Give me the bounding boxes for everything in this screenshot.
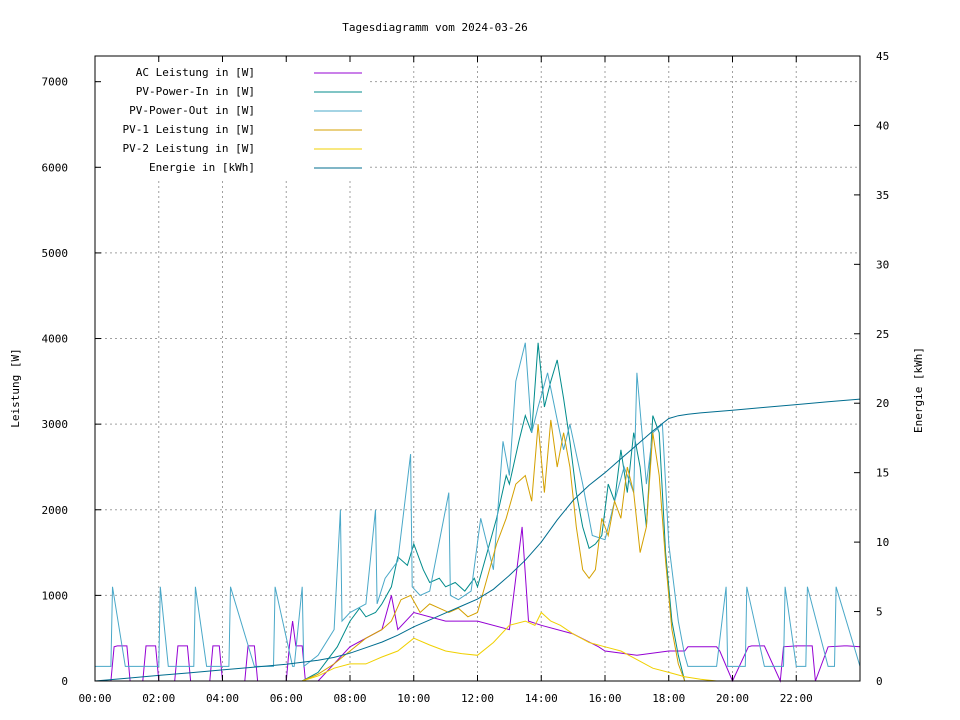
- x-tick-label: 22:00: [780, 692, 813, 705]
- y-axis-right: 0 5 10 15 20 25 30 35 40 45: [854, 50, 889, 688]
- y-tick-label: 2000: [42, 504, 69, 517]
- x-tick-label: 12:00: [461, 692, 494, 705]
- legend-label: PV-1 Leistung in [W]: [123, 123, 255, 136]
- y-tick-label: 4000: [42, 333, 69, 346]
- y-tick-label: 1000: [42, 589, 69, 602]
- series-line-1: [301, 342, 686, 682]
- y-tick-label: 7000: [42, 76, 69, 89]
- x-tick-label: 20:00: [716, 692, 749, 705]
- legend-label: Energie in [kWh]: [149, 161, 255, 174]
- legend-label: AC Leistung in [W]: [136, 66, 255, 79]
- x-tick-label: 14:00: [525, 692, 558, 705]
- series-line-2: [95, 342, 861, 668]
- x-tick-label: 18:00: [652, 692, 685, 705]
- series-layer: [94, 342, 861, 683]
- legend-background: [97, 58, 369, 180]
- legend-label: PV-2 Leistung in [W]: [123, 142, 255, 155]
- y2-tick-label: 20: [876, 397, 889, 410]
- x-tick-label: 02:00: [142, 692, 175, 705]
- y-tick-label: 6000: [42, 161, 69, 174]
- x-axis: 00:00 02:00 04:00 06:00 08:00 10:00 12:00 14:00…: [78, 56, 813, 705]
- grid-layer: [95, 56, 860, 681]
- series-line-3: [302, 419, 686, 682]
- y-tick-label: 5000: [42, 247, 69, 260]
- y2-tick-label: 10: [876, 536, 889, 549]
- x-tick-label: 04:00: [206, 692, 239, 705]
- y2-tick-label: 35: [876, 189, 889, 202]
- y-axis-left: 0 1000 2000 3000 4000 5000 6000 7000: [42, 76, 101, 688]
- series-line-5: [94, 398, 861, 682]
- y-tick-label: 0: [61, 675, 68, 688]
- x-tick-label: 16:00: [588, 692, 621, 705]
- y-axis-label-left: Leistung [W]: [9, 348, 22, 427]
- y-axis-label-right: Energie [kWh]: [912, 347, 925, 433]
- series-line-4: [302, 611, 717, 682]
- legend: AC Leistung in [W] PV-Power-In in [W] PV-P…: [97, 58, 369, 180]
- y2-tick-label: 30: [876, 258, 889, 271]
- x-tick-label: 06:00: [270, 692, 303, 705]
- chart-title: Tagesdiagramm vom 2024-03-26: [342, 21, 527, 34]
- x-tick-label: 10:00: [397, 692, 430, 705]
- x-tick-label: 00:00: [78, 692, 111, 705]
- legend-label: PV-Power-Out in [W]: [129, 104, 255, 117]
- y2-tick-label: 15: [876, 467, 889, 480]
- y2-tick-label: 25: [876, 328, 889, 341]
- legend-label: PV-Power-In in [W]: [136, 85, 255, 98]
- y2-tick-label: 45: [876, 50, 889, 63]
- y2-tick-label: 5: [876, 606, 883, 619]
- y2-tick-label: 0: [876, 675, 883, 688]
- x-tick-label: 08:00: [333, 692, 366, 705]
- series-line-0: [95, 526, 861, 683]
- y2-tick-label: 40: [876, 119, 889, 132]
- y-tick-label: 3000: [42, 418, 69, 431]
